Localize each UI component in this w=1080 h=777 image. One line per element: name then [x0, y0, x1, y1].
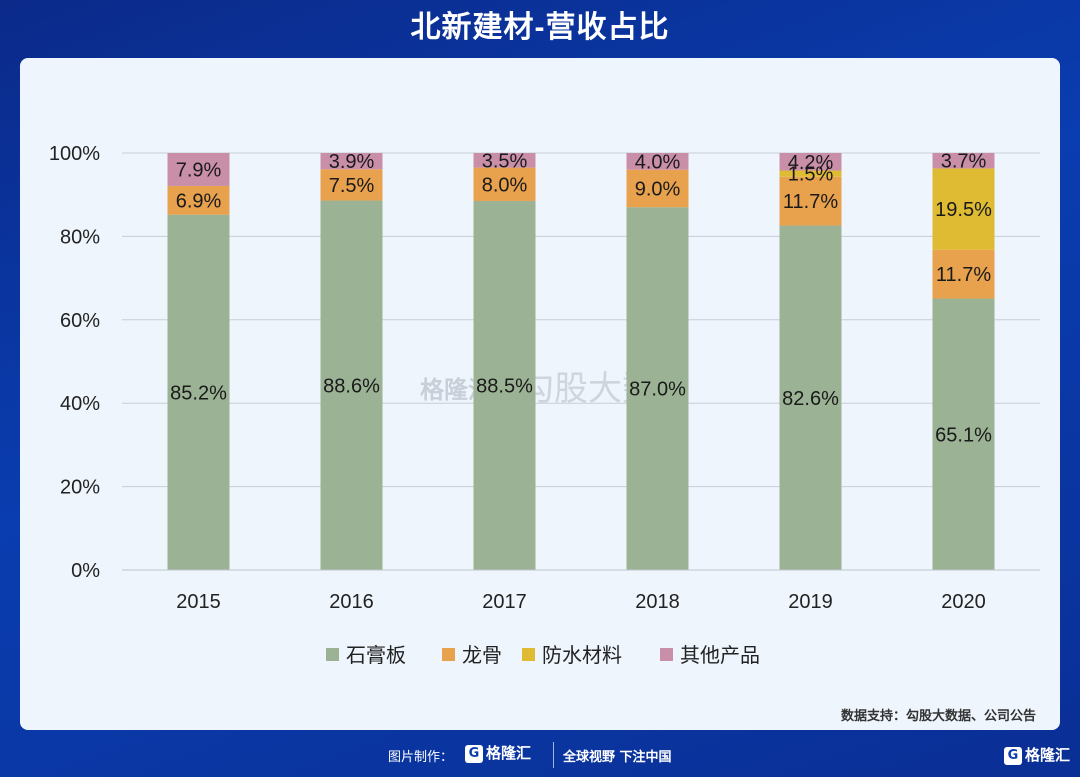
footer-slogan: 全球视野 下注中国: [563, 750, 672, 765]
legend-label: 其他产品: [680, 643, 760, 667]
bar-segment: [167, 185, 230, 215]
bar-segment: [473, 153, 536, 168]
data-label: 4.0%: [635, 151, 681, 173]
chart-panel: 0% 20% 40% 60% 80% 100% 格隆汇 勾股大数据 85.2% 6.9% 7.9% 2…: [20, 58, 1060, 730]
bar-segment: [626, 153, 689, 170]
x-tick-label: 2016: [329, 591, 374, 613]
bar-segment: [932, 153, 995, 169]
bar-segment: [320, 200, 383, 570]
data-label: 65.1%: [935, 424, 992, 446]
footer-divider: [553, 742, 554, 768]
data-source-note: 数据支持：勾股大数据、公司公告: [840, 709, 1036, 724]
data-label: 87.0%: [629, 379, 686, 401]
bar-segment: [779, 170, 842, 177]
g-logo-icon: G: [1003, 746, 1022, 765]
footer-logo-text: 格隆汇: [486, 744, 532, 762]
y-tick-label: 60%: [60, 310, 100, 332]
bar-segment: [167, 214, 230, 570]
bar-segment: [473, 167, 536, 201]
bar-segment: [779, 225, 842, 571]
footer-logo: G 格隆汇: [465, 742, 531, 763]
g-logo-icon: G: [465, 744, 483, 763]
y-tick-label: 20%: [60, 477, 100, 499]
data-label: 7.9%: [176, 159, 222, 181]
data-label: 3.7%: [941, 151, 987, 173]
legend-label: 龙骨: [462, 643, 502, 667]
data-label: 9.0%: [635, 178, 681, 200]
data-label: 1.5%: [788, 164, 834, 186]
legend-swatch: [442, 648, 455, 661]
corner-logo-text: 格隆汇: [1024, 746, 1070, 764]
x-tick-label: 2018: [635, 591, 680, 613]
bar-segment: [626, 207, 689, 570]
x-tick-label: 2019: [788, 591, 833, 613]
data-label: 7.5%: [329, 175, 375, 197]
legend-label: 石膏板: [346, 643, 406, 667]
corner-logo: G 格隆汇: [1003, 744, 1070, 765]
bar-segment: [932, 249, 995, 299]
data-label: 19.5%: [935, 199, 992, 221]
y-tick-label: 0%: [71, 560, 100, 582]
data-label: 4.2%: [788, 152, 834, 174]
y-tick-label: 80%: [60, 226, 100, 248]
bar-segment: [779, 176, 842, 226]
legend-label: 防水材料: [542, 643, 622, 667]
bar-segment: [167, 153, 230, 186]
data-label: 3.9%: [329, 151, 375, 173]
x-tick-label: 2017: [482, 591, 527, 613]
legend-swatch: [660, 648, 673, 661]
footer-bar: 图片制作： G 格隆汇 全球视野 下注中国 G 格隆汇: [0, 736, 1080, 772]
chart-title: 北新建材-营收占比: [410, 11, 670, 44]
x-tick-label: 2015: [176, 591, 221, 613]
data-label: 11.7%: [783, 191, 838, 213]
legend-swatch: [326, 648, 339, 661]
data-label: 11.7%: [936, 264, 991, 286]
bar-segment: [320, 169, 383, 201]
data-label: 6.9%: [176, 190, 222, 212]
y-tick-label: 40%: [60, 393, 100, 415]
bar-segment: [779, 153, 842, 171]
data-label: 88.5%: [476, 375, 533, 397]
bar-segment: [626, 169, 689, 208]
data-label: 8.0%: [482, 174, 528, 196]
data-label: 3.5%: [482, 150, 528, 172]
data-label: 85.2%: [170, 382, 227, 404]
stacked-bar-chart: 0%20%40%60%80%100%格隆汇 勾股大数据85.2%6.9%7.9%2…: [49, 143, 1040, 667]
made-by-label: 图片制作：: [388, 750, 454, 765]
x-tick-label: 2020: [941, 591, 986, 613]
bar-segment: [320, 153, 383, 170]
data-label: 82.6%: [782, 388, 839, 410]
bar-segment: [932, 298, 995, 570]
bar-segment: [473, 200, 536, 570]
legend-swatch: [522, 648, 535, 661]
bar-segment: [932, 168, 995, 250]
y-tick-label: 100%: [49, 143, 100, 165]
data-label: 88.6%: [323, 375, 380, 397]
